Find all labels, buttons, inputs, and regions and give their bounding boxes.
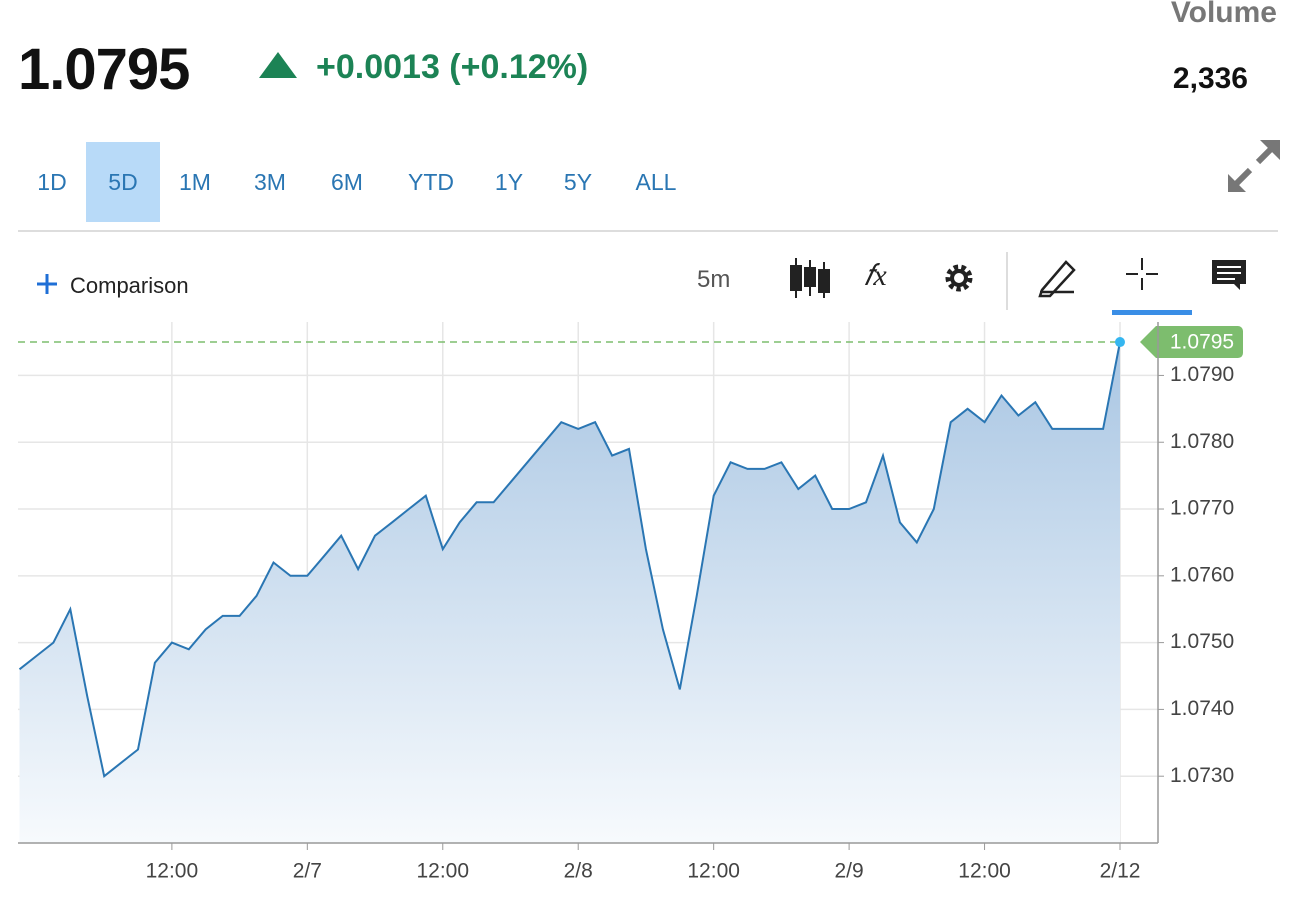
y-tick-label: 1.0780 [1170,430,1234,453]
price-tag [1140,326,1243,359]
fx-icon[interactable]: 𝑓x [864,259,887,292]
x-tick-label: 2/8 [564,860,593,883]
range-tab[interactable]: 6M [331,169,363,195]
x-tick-label: 12:00 [958,860,1011,883]
draw-icon[interactable] [1038,260,1076,298]
price-tag-label: 1.0795 [1170,331,1234,354]
price: 1.0795 [18,37,190,102]
area-fill [19,342,1120,843]
expand-icon[interactable] [1226,140,1282,194]
plus-icon[interactable] [36,273,58,295]
x-tick-label: 12:00 [146,860,199,883]
y-tick-label: 1.0770 [1170,497,1234,520]
volume-value: 2,336 [1172,62,1248,95]
range-tab[interactable]: YTD [408,169,454,195]
y-tick-label: 1.0730 [1170,764,1234,787]
interval-button[interactable]: 5m [697,266,731,293]
toolbar-icons: 𝑓x [790,252,1246,315]
y-tick-label: 1.0760 [1170,563,1234,586]
range-tab[interactable]: 3M [254,169,286,195]
range-tab[interactable]: ALL [635,169,677,195]
x-tick-label: 2/7 [293,860,322,883]
range-tab[interactable]: 1Y [494,169,524,195]
last-price-dot [1115,337,1125,348]
candle-icon[interactable] [790,258,830,298]
y-tick-label: 1.0790 [1170,363,1234,386]
volume-label: Volume [1170,0,1277,29]
divider [18,230,1278,232]
range-tab[interactable]: 1D [37,169,67,195]
price-change: +0.0013 (+0.12%) [316,48,589,86]
up-arrow [259,52,297,78]
y-tick-label: 1.0740 [1170,697,1234,720]
comparison-button[interactable]: Comparison [70,273,189,298]
range-tab[interactable]: 1M [179,169,211,195]
crosshair-icon[interactable] [1126,258,1158,290]
comment-icon[interactable] [1212,260,1246,290]
x-tick-label: 12:00 [687,860,740,883]
x-tick-label: 2/12 [1100,860,1141,883]
range-tab[interactable]: 5D [86,142,160,222]
x-tick-label: 2/9 [835,860,864,883]
range-tab[interactable]: 5Y [563,169,593,195]
settings-icon[interactable] [945,264,973,292]
x-tick-label: 12:00 [416,860,469,883]
y-tick-label: 1.0750 [1170,630,1234,653]
price-line [18,341,1121,778]
